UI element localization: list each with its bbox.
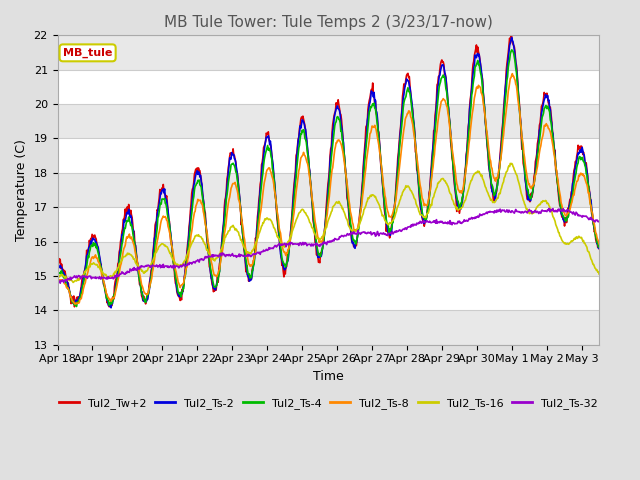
- Bar: [58, 311, 599, 345]
- Title: MB Tule Tower: Tule Temps 2 (3/23/17-now): MB Tule Tower: Tule Temps 2 (3/23/17-now…: [164, 15, 493, 30]
- Y-axis label: Temperature (C): Temperature (C): [15, 139, 28, 241]
- Text: MB_tule: MB_tule: [63, 48, 112, 58]
- X-axis label: Time: Time: [313, 370, 344, 383]
- Bar: [58, 241, 599, 276]
- Bar: [58, 173, 599, 207]
- Bar: [58, 36, 599, 70]
- Legend: Tul2_Tw+2, Tul2_Ts-2, Tul2_Ts-4, Tul2_Ts-8, Tul2_Ts-16, Tul2_Ts-32: Tul2_Tw+2, Tul2_Ts-2, Tul2_Ts-4, Tul2_Ts…: [54, 394, 602, 413]
- Bar: [58, 104, 599, 138]
